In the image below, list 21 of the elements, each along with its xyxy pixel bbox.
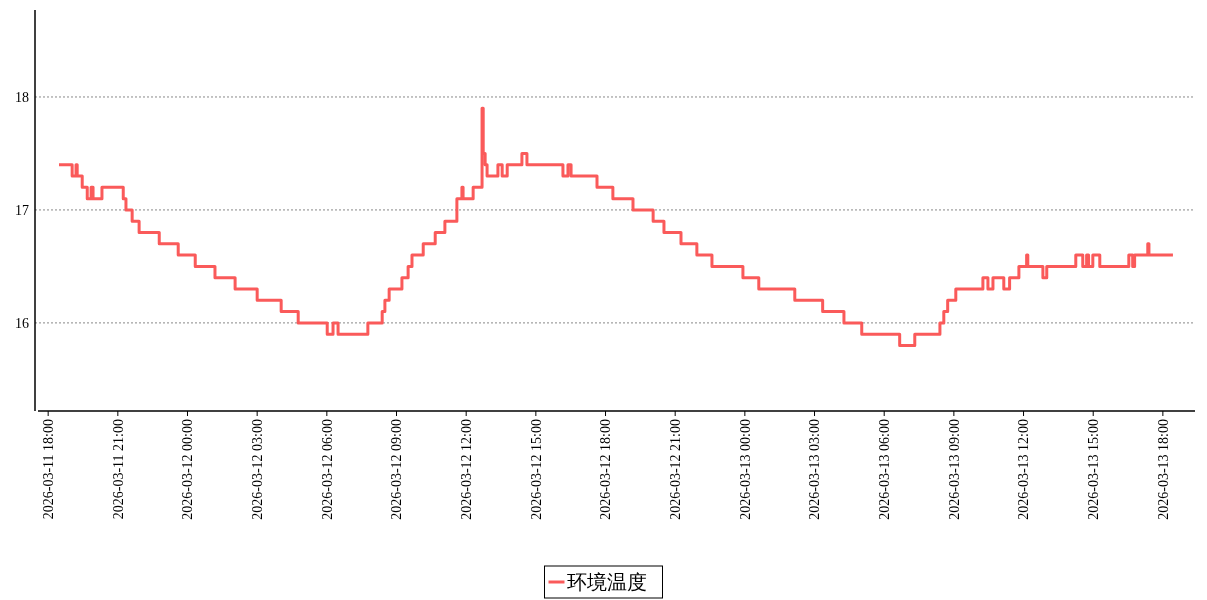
x-tick-label: 2026-03-12 00:00 (180, 419, 196, 520)
x-tick-label: 2026-03-13 00:00 (737, 419, 753, 520)
legend-label: 环境温度 (566, 571, 647, 593)
x-tick-label: 2026-03-12 21:00 (668, 419, 684, 520)
y-tick-label: 16 (15, 315, 29, 331)
x-tick-label: 2026-03-13 12:00 (1016, 419, 1032, 520)
y-tick-label: 18 (15, 89, 29, 105)
x-tick-label: 2026-03-11 21:00 (110, 419, 126, 520)
x-tick-label: 2026-03-12 03:00 (250, 419, 266, 520)
x-tick-label: 2026-03-13 18:00 (1155, 419, 1171, 520)
x-tick-label: 2026-03-12 18:00 (598, 419, 614, 520)
x-tick-label: 2026-03-13 06:00 (877, 419, 893, 520)
x-tick-label: 2026-03-12 09:00 (389, 419, 405, 520)
x-tick-label: 2026-03-12 12:00 (459, 419, 475, 520)
x-tick-label: 2026-03-11 18:00 (41, 419, 57, 520)
x-tick-label: 2026-03-13 15:00 (1086, 419, 1102, 520)
x-tick-label: 2026-03-13 09:00 (946, 419, 962, 520)
x-tick-label: 2026-03-12 15:00 (528, 419, 544, 520)
x-tick-label: 2026-03-13 03:00 (807, 419, 823, 520)
x-tick-label: 2026-03-12 06:00 (319, 419, 335, 520)
y-tick-label: 17 (15, 202, 29, 218)
